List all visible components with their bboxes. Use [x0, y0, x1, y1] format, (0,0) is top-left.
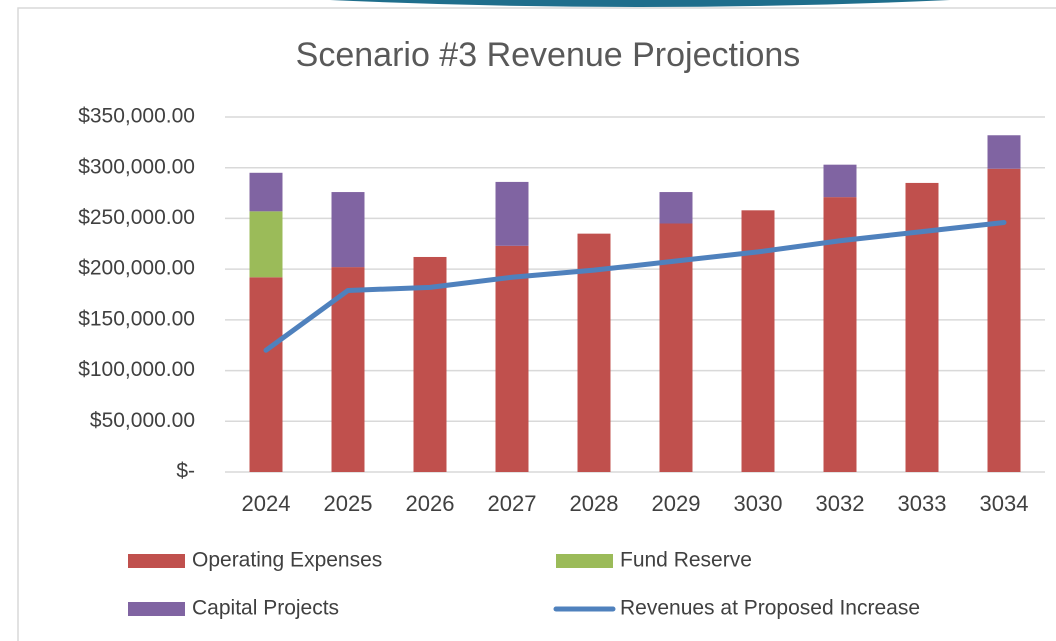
- chart-title: Scenario #3 Revenue Projections: [296, 36, 801, 74]
- x-tick-label: 2024: [242, 491, 291, 516]
- y-tick-label: $250,000.00: [78, 206, 195, 229]
- y-tick-label: $200,000.00: [78, 257, 195, 280]
- y-tick-label: $50,000.00: [90, 409, 195, 432]
- x-tick-label: 2027: [488, 491, 537, 516]
- bar-segment: [987, 168, 1021, 472]
- bar-segment: [659, 223, 693, 472]
- x-tick-label: 2029: [652, 491, 701, 516]
- x-tick-label: 2025: [324, 491, 373, 516]
- x-tick-label: 2028: [570, 491, 619, 516]
- bar-segment: [495, 181, 529, 246]
- y-tick-label: $100,000.00: [78, 358, 195, 381]
- legend-label: Operating Expenses: [192, 549, 382, 572]
- bar-segment: [905, 182, 939, 472]
- x-tick-label: 3030: [734, 491, 783, 516]
- legend-swatch: [128, 602, 185, 616]
- legend-label: Revenues at Proposed Increase: [620, 597, 920, 620]
- legend-swatch: [556, 554, 613, 568]
- bar-segment: [495, 245, 529, 472]
- x-tick-label: 3034: [980, 491, 1029, 516]
- bar-segment: [659, 192, 693, 224]
- bar-segment: [249, 277, 283, 472]
- bar-segment: [823, 164, 857, 198]
- x-tick-label: 2026: [406, 491, 455, 516]
- decor-arc: [330, 0, 950, 7]
- line-series: [263, 219, 1007, 353]
- legend-label: Fund Reserve: [620, 549, 752, 572]
- chart-frame: [17, 7, 1056, 641]
- x-tick-label: 3033: [898, 491, 947, 516]
- y-tick-label: $300,000.00: [78, 155, 195, 178]
- x-tick-label: 3032: [816, 491, 865, 516]
- bar-segment: [249, 211, 283, 278]
- bar-segment: [331, 192, 365, 268]
- y-tick-label: $350,000.00: [78, 105, 195, 128]
- legend-swatch: [128, 554, 185, 568]
- legend-label: Capital Projects: [192, 597, 339, 620]
- bar-segment: [413, 256, 447, 472]
- bar-segment: [987, 135, 1021, 169]
- y-tick-label: $-: [176, 460, 195, 483]
- bar-segment: [249, 172, 283, 212]
- y-tick-label: $150,000.00: [78, 307, 195, 330]
